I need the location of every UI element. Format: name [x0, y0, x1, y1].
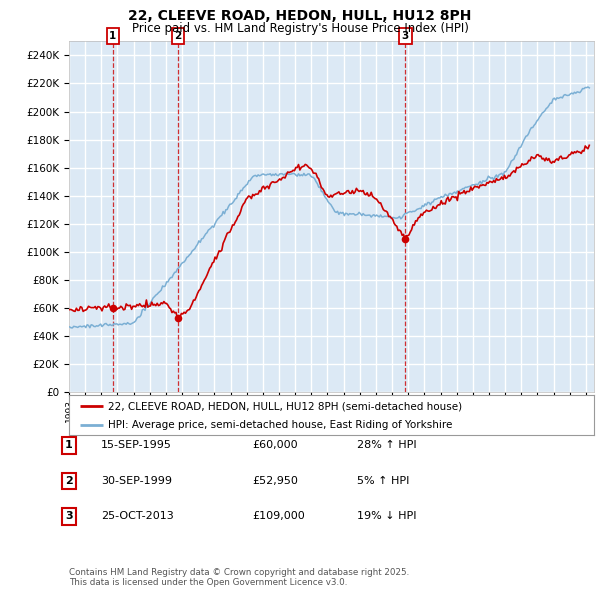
Text: 3: 3: [401, 31, 409, 41]
Text: 22, CLEEVE ROAD, HEDON, HULL, HU12 8PH (semi-detached house): 22, CLEEVE ROAD, HEDON, HULL, HU12 8PH (…: [109, 401, 463, 411]
Text: 19% ↓ HPI: 19% ↓ HPI: [357, 512, 416, 521]
Text: 1: 1: [65, 441, 73, 450]
Text: 5% ↑ HPI: 5% ↑ HPI: [357, 476, 409, 486]
Text: 1: 1: [109, 31, 116, 41]
Text: 30-SEP-1999: 30-SEP-1999: [101, 476, 172, 486]
Text: £109,000: £109,000: [252, 512, 305, 521]
Text: 2: 2: [175, 31, 182, 41]
Text: £52,950: £52,950: [252, 476, 298, 486]
Text: 3: 3: [65, 512, 73, 521]
Text: 15-SEP-1995: 15-SEP-1995: [101, 441, 172, 450]
Text: 28% ↑ HPI: 28% ↑ HPI: [357, 441, 416, 450]
Text: 25-OCT-2013: 25-OCT-2013: [101, 512, 173, 521]
Text: Contains HM Land Registry data © Crown copyright and database right 2025.
This d: Contains HM Land Registry data © Crown c…: [69, 568, 409, 587]
Text: HPI: Average price, semi-detached house, East Riding of Yorkshire: HPI: Average price, semi-detached house,…: [109, 419, 453, 430]
Text: £60,000: £60,000: [252, 441, 298, 450]
Text: 2: 2: [65, 476, 73, 486]
Text: Price paid vs. HM Land Registry's House Price Index (HPI): Price paid vs. HM Land Registry's House …: [131, 22, 469, 35]
Text: 22, CLEEVE ROAD, HEDON, HULL, HU12 8PH: 22, CLEEVE ROAD, HEDON, HULL, HU12 8PH: [128, 9, 472, 23]
